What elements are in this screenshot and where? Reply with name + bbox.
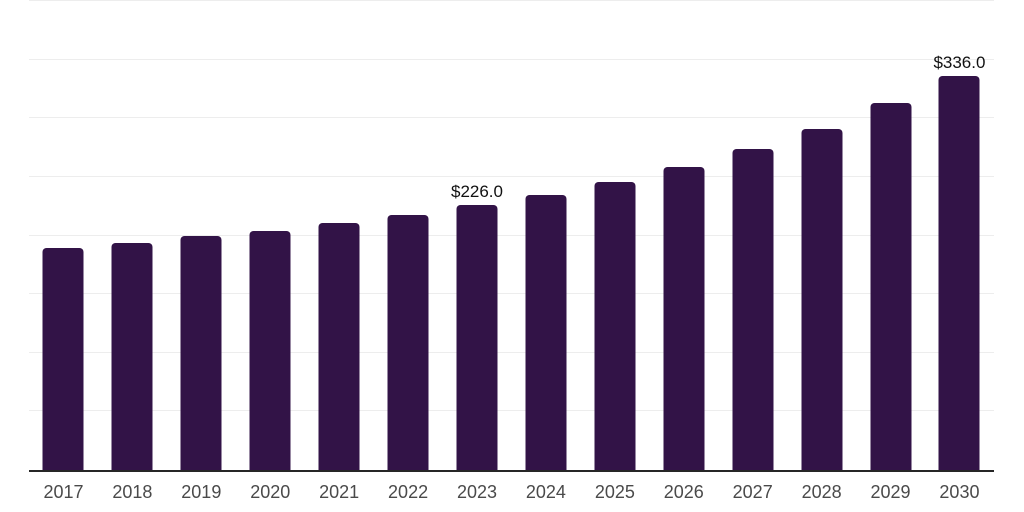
x-tick-label-2020: 2020 <box>250 482 291 502</box>
bar-slot <box>511 0 580 470</box>
bar-slot <box>718 0 787 470</box>
bar-slot <box>649 0 718 470</box>
bar-2029 <box>870 103 912 470</box>
bar-slot <box>29 0 98 470</box>
bar-2026 <box>663 166 705 470</box>
bar-2027 <box>732 148 774 470</box>
bar-slot: $336.0 <box>925 0 994 470</box>
x-tick-label-2026: 2026 <box>663 482 704 502</box>
x-tick-label-2027: 2027 <box>732 482 773 502</box>
gridline <box>29 234 994 236</box>
x-tick-label-2019: 2019 <box>181 482 222 502</box>
bar-2020 <box>249 231 291 470</box>
gridline <box>29 351 994 353</box>
bar-2019 <box>180 236 222 470</box>
bar-slot <box>580 0 649 470</box>
bar-slot <box>305 0 374 470</box>
x-tick-label-2024: 2024 <box>525 482 566 502</box>
x-tick-label-2030: 2030 <box>939 482 980 502</box>
x-tick-label-2018: 2018 <box>112 482 153 502</box>
x-tick-label-2028: 2028 <box>801 482 842 502</box>
bar-slot: $226.0 <box>443 0 512 470</box>
bar-slot <box>167 0 236 470</box>
data-label-2023: $226.0 <box>450 182 503 202</box>
bar-slot <box>374 0 443 470</box>
x-tick-label-2021: 2021 <box>319 482 360 502</box>
x-tick-label-2023: 2023 <box>456 482 498 502</box>
bar-2030 <box>938 76 980 470</box>
x-axis: 2017 2018 2019 2020 2021 2022 2023 2024 2025 2026… <box>29 482 994 502</box>
gridline <box>29 175 994 177</box>
data-label-2030: $336.0 <box>933 53 986 73</box>
bar-2028 <box>801 128 843 470</box>
gridline <box>29 410 994 412</box>
x-tick-label-2029: 2029 <box>870 482 911 502</box>
bar-2024 <box>525 194 567 470</box>
bar-slot <box>98 0 167 470</box>
plot-area: $226.0 $336.0 <box>29 0 994 472</box>
gridline <box>29 293 994 295</box>
bar-2018 <box>111 243 153 470</box>
bar-2023 <box>456 205 498 470</box>
bar-slot <box>787 0 856 470</box>
gridline <box>29 0 994 1</box>
bar-2021 <box>318 223 360 470</box>
bar-slot <box>856 0 925 470</box>
bar-2025 <box>594 181 636 470</box>
x-tick-label-2022: 2022 <box>388 482 429 502</box>
gridline <box>29 58 994 60</box>
gridline <box>29 117 994 119</box>
bar-2017 <box>42 247 84 470</box>
x-tick-label-2025: 2025 <box>594 482 635 502</box>
bar-slot <box>236 0 305 470</box>
bar-2022 <box>387 215 429 470</box>
x-tick-label-2017: 2017 <box>43 482 84 502</box>
